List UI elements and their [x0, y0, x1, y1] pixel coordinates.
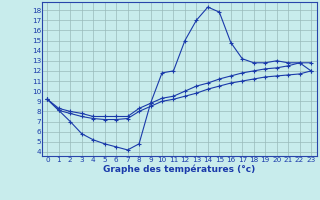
X-axis label: Graphe des températures (°c): Graphe des températures (°c)	[103, 164, 255, 174]
